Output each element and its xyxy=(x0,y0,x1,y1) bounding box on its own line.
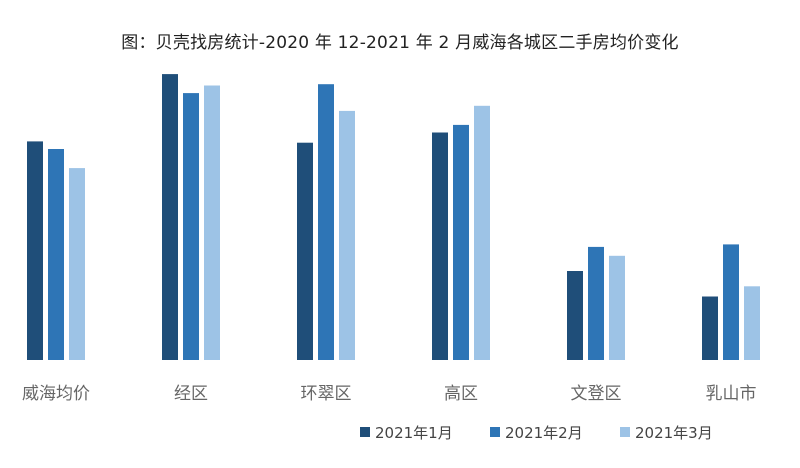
bar-0-1 xyxy=(48,149,64,360)
bar-4-1 xyxy=(588,246,604,360)
bar-0-2 xyxy=(69,168,85,360)
bars-group xyxy=(27,74,760,361)
bar-4-0 xyxy=(567,271,583,360)
legend-label: 2021年3月 xyxy=(635,424,713,442)
bar-3-2 xyxy=(474,105,490,360)
legend-label: 2021年2月 xyxy=(505,424,583,442)
legend-swatch xyxy=(490,427,500,437)
bar-2-1 xyxy=(318,84,334,360)
legend-swatch xyxy=(620,427,630,437)
bar-3-1 xyxy=(453,124,469,361)
bar-5-1 xyxy=(723,244,739,360)
category-labels: 威海均价 经区 环翠区 高区 文登区 乳山市 xyxy=(22,384,757,404)
bar-0-0 xyxy=(27,141,43,360)
bar-4-2 xyxy=(609,255,625,360)
category-label: 经区 xyxy=(174,384,208,404)
bar-2-2 xyxy=(339,110,355,361)
bar-3-0 xyxy=(432,132,448,360)
bar-1-1 xyxy=(183,93,199,360)
category-label: 威海均价 xyxy=(22,384,90,404)
chart-title: 图：贝壳找房统计-2020 年 12-2021 年 2 月威海各城区二手房均价变… xyxy=(121,33,679,53)
bar-1-2 xyxy=(204,85,220,360)
category-label: 乳山市 xyxy=(706,384,757,404)
legend-label: 2021年1月 xyxy=(375,424,453,442)
bar-1-0 xyxy=(162,74,178,360)
legend: 2021年1月 2021年2月 2021年3月 xyxy=(360,424,713,442)
bar-5-0 xyxy=(702,296,718,360)
bar-2-0 xyxy=(297,142,313,360)
legend-swatch xyxy=(360,427,370,437)
category-label: 文登区 xyxy=(571,384,622,404)
category-label: 环翠区 xyxy=(301,384,352,404)
bar-5-2 xyxy=(744,286,760,360)
category-label: 高区 xyxy=(444,384,478,404)
